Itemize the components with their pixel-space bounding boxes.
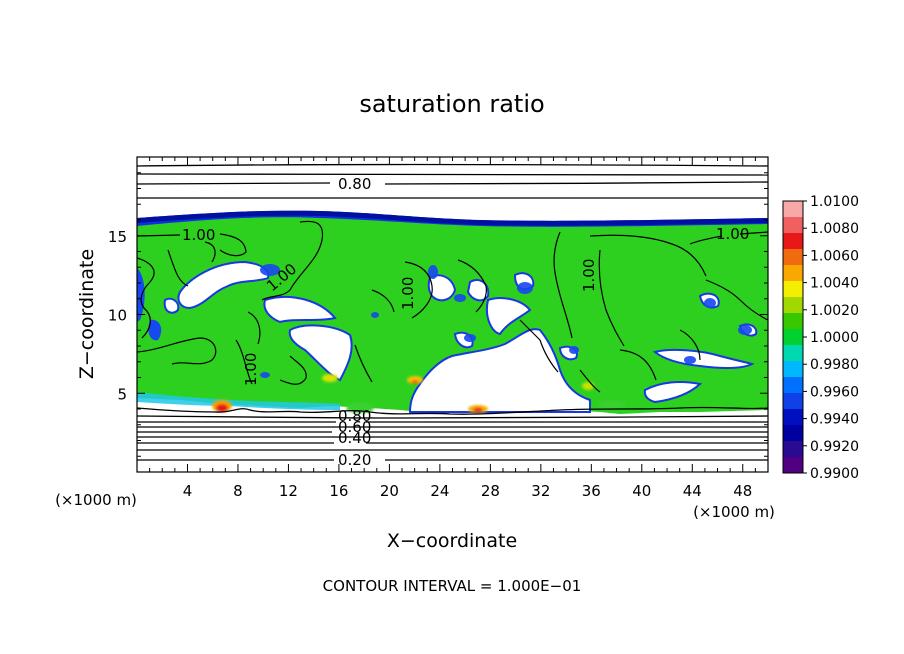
- colorbar-segment: [783, 249, 803, 266]
- colorbar-label: 1.0060: [810, 248, 859, 264]
- x-tick-label: 28: [481, 482, 500, 500]
- central-white-region: [408, 328, 591, 413]
- blue-patches: [260, 264, 752, 378]
- colorbar-segment: [783, 393, 803, 410]
- colorbar-segment: [783, 409, 803, 426]
- x-axis-label: X−coordinate: [387, 530, 517, 552]
- contour-label: 1.00: [580, 259, 598, 292]
- colorbar-segment: [783, 377, 803, 394]
- y-axis-label: Z−coordinate: [76, 249, 98, 379]
- colorbar-label: 1.0000: [810, 330, 859, 346]
- colorbar-label: 1.0080: [810, 221, 859, 237]
- colorbar-segment: [783, 345, 803, 362]
- chart-title: saturation ratio: [359, 90, 544, 118]
- plot-area: 0.80 1.00 1.00 1.00 1.00 1.00 1.00 0.80 …: [137, 157, 768, 472]
- x-tick-label: 12: [279, 482, 298, 500]
- lower-fringe: [137, 392, 340, 410]
- colorbar-segment: [783, 329, 803, 346]
- contour-interval-note: CONTOUR INTERVAL = 1.000E−01: [323, 577, 582, 595]
- colorbar-segment: [783, 201, 803, 218]
- x-unit-label: (×1000 m): [693, 503, 775, 521]
- supersaturated-region: [137, 217, 768, 414]
- contour-label: 0.40: [338, 429, 371, 447]
- x-tick-label: 24: [430, 482, 449, 500]
- colorbar-segment: [783, 297, 803, 314]
- x-tick-label: 32: [531, 482, 550, 500]
- colorbar-label: 0.9900: [810, 466, 859, 482]
- upper-contours: [137, 163, 768, 199]
- contour-label: 1.00: [182, 226, 215, 244]
- contour-label: 0.80: [338, 175, 371, 193]
- x-tick-label: 8: [233, 482, 243, 500]
- y-unit-label: (×1000 m): [55, 491, 137, 509]
- colorbar-label: 1.0020: [810, 303, 859, 319]
- y-tick-label: 15: [108, 228, 127, 246]
- x-axis: 4 8 12 16 20 24 28 32 36 40 44 48: [149, 157, 756, 500]
- contour-label: 1.00: [242, 353, 260, 386]
- colorbar-segment: [783, 425, 803, 442]
- contour-label: 1.00: [716, 225, 749, 243]
- colorbar-label: 0.9940: [810, 412, 859, 428]
- colorbar-segment: [783, 281, 803, 298]
- colorbar-labels: 1.0100 1.0080 1.0060 1.0040 1.0020 1.0000 0.99…: [803, 194, 859, 482]
- contour-label: 0.20: [338, 451, 371, 469]
- y-axis: 5 10 15: [108, 172, 768, 457]
- saturation-contours: [137, 220, 768, 393]
- colorbar-segment: [783, 233, 803, 250]
- colorbar-label: 0.9960: [810, 384, 859, 400]
- y-tick-label: 5: [117, 385, 127, 403]
- contour-label: 1.00: [399, 277, 417, 310]
- x-tick-label: 48: [733, 482, 752, 500]
- colorbar-segment: [783, 265, 803, 282]
- x-tick-label: 44: [683, 482, 702, 500]
- contour-label: 0.60: [338, 418, 371, 436]
- x-tick-label: 4: [183, 482, 193, 500]
- x-tick-label: 16: [329, 482, 348, 500]
- colorbar-label: 1.0040: [810, 276, 859, 292]
- colorbar-segment: [783, 441, 803, 458]
- x-tick-label: 40: [632, 482, 651, 500]
- left-blue-patches: [137, 268, 162, 341]
- colorbar-segment: [783, 361, 803, 378]
- contour-label: 0.80: [338, 407, 371, 425]
- colorbar-segment: [783, 313, 803, 330]
- colorbar-segment: [783, 457, 803, 474]
- colorbar-label: 0.9980: [810, 357, 859, 373]
- lower-contours: [137, 406, 768, 461]
- colorbar-segment: [783, 217, 803, 234]
- colorbar-label: 1.0100: [810, 194, 859, 210]
- x-tick-label: 36: [582, 482, 601, 500]
- colorbar: [782, 200, 804, 474]
- x-tick-label: 20: [380, 482, 399, 500]
- y-tick-label: 10: [108, 307, 127, 325]
- upper-blue-edge: [137, 210, 768, 226]
- colorbar-label: 0.9920: [810, 439, 859, 455]
